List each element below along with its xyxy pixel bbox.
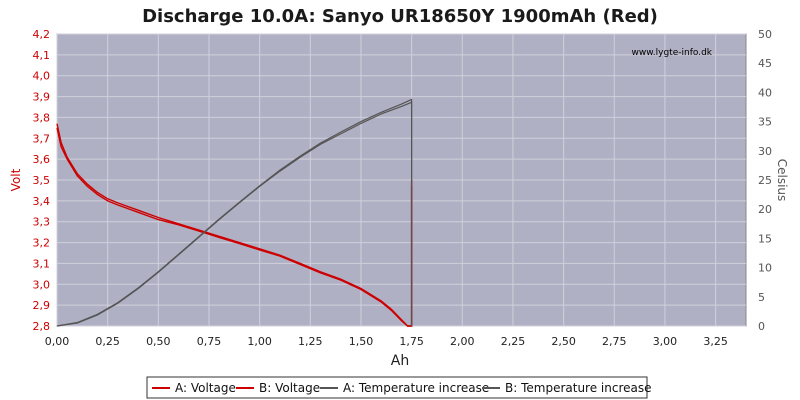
- x-tick-label: 3,00: [653, 335, 678, 348]
- x-tick-label: 2,25: [501, 335, 526, 348]
- x-tick-label: 0,00: [45, 335, 70, 348]
- legend-entry-label: A: Voltage: [175, 381, 236, 395]
- y-right-tick-label: 35: [758, 116, 772, 129]
- chart-title: Discharge 10.0A: Sanyo UR18650Y 1900mAh …: [142, 6, 658, 27]
- watermark-text: www.lygte-info.dk: [632, 48, 713, 58]
- x-tick-label: 1,75: [399, 335, 424, 348]
- y-right-tick-label: 0: [758, 320, 765, 333]
- y-left-tick-label: 4,1: [33, 49, 51, 62]
- x-tick-label: 1,25: [298, 335, 323, 348]
- y-left-tick-label: 3,4: [33, 195, 51, 208]
- y-left-axis-label: Volt: [9, 168, 23, 191]
- y-right-tick-label: 40: [758, 86, 772, 99]
- series-line: [56, 127, 413, 327]
- x-axis-label: Ah: [391, 353, 409, 369]
- y-left-tick-label: 3,6: [33, 153, 51, 166]
- x-tick-label: 3,25: [703, 335, 728, 348]
- series-line: [56, 123, 413, 327]
- y-right-tick-label: 20: [758, 203, 772, 216]
- series-line: [56, 101, 413, 327]
- x-tick-label: 0,50: [146, 335, 171, 348]
- plot-area: [56, 33, 747, 327]
- x-tick-label: 1,50: [349, 335, 374, 348]
- legend-box: [146, 376, 648, 399]
- y-left-tick-label: 4,0: [33, 70, 51, 83]
- y-left-tick-label: 3,3: [33, 216, 51, 229]
- y-left-tick-label: 3,7: [33, 132, 51, 145]
- y-left-tick-label: 2,9: [33, 299, 51, 312]
- x-tick-label: 1,00: [247, 335, 272, 348]
- legend-entry-label: B: Voltage: [259, 381, 320, 395]
- x-tick-label: 2,50: [551, 335, 576, 348]
- x-tick-label: 2,00: [450, 335, 475, 348]
- legend-entry-label: B: Temperature increase: [505, 381, 652, 395]
- y-left-tick-label: 3,8: [33, 111, 51, 124]
- y-left-tick-label: 2,8: [33, 320, 51, 333]
- x-tick-label: 0,75: [197, 335, 222, 348]
- y-right-tick-label: 5: [758, 291, 765, 304]
- legend: A: Voltage B: Voltage A: Temperature incre…: [146, 376, 652, 399]
- y-left-tick-label: 3,2: [33, 237, 51, 250]
- x-tick-label: 0,25: [95, 335, 120, 348]
- y-right-tick-label: 10: [758, 262, 772, 275]
- y-right-tick-label: 50: [758, 28, 772, 41]
- y-right-tick-label: 15: [758, 232, 772, 245]
- legend-entry-label: A: Temperature increase: [343, 381, 489, 395]
- x-tick-label: 2,75: [602, 335, 627, 348]
- y-left-tick-label: 4,2: [33, 28, 51, 41]
- y-right-tick-label: 25: [758, 174, 772, 187]
- y-right-axis-label: Celsius: [775, 159, 789, 202]
- y-right-tick-label: 45: [758, 57, 772, 70]
- axis-ticks: 0,00 0,25 0,50 0,75 1,00 1,25 1,50 1,75 2,00 2,25…: [33, 28, 773, 348]
- y-left-tick-label: 3,9: [33, 91, 51, 104]
- y-right-tick-label: 30: [758, 145, 772, 158]
- y-left-tick-label: 3,5: [33, 174, 51, 187]
- y-left-tick-label: 3,1: [33, 257, 51, 270]
- y-left-tick-label: 3,0: [33, 278, 51, 291]
